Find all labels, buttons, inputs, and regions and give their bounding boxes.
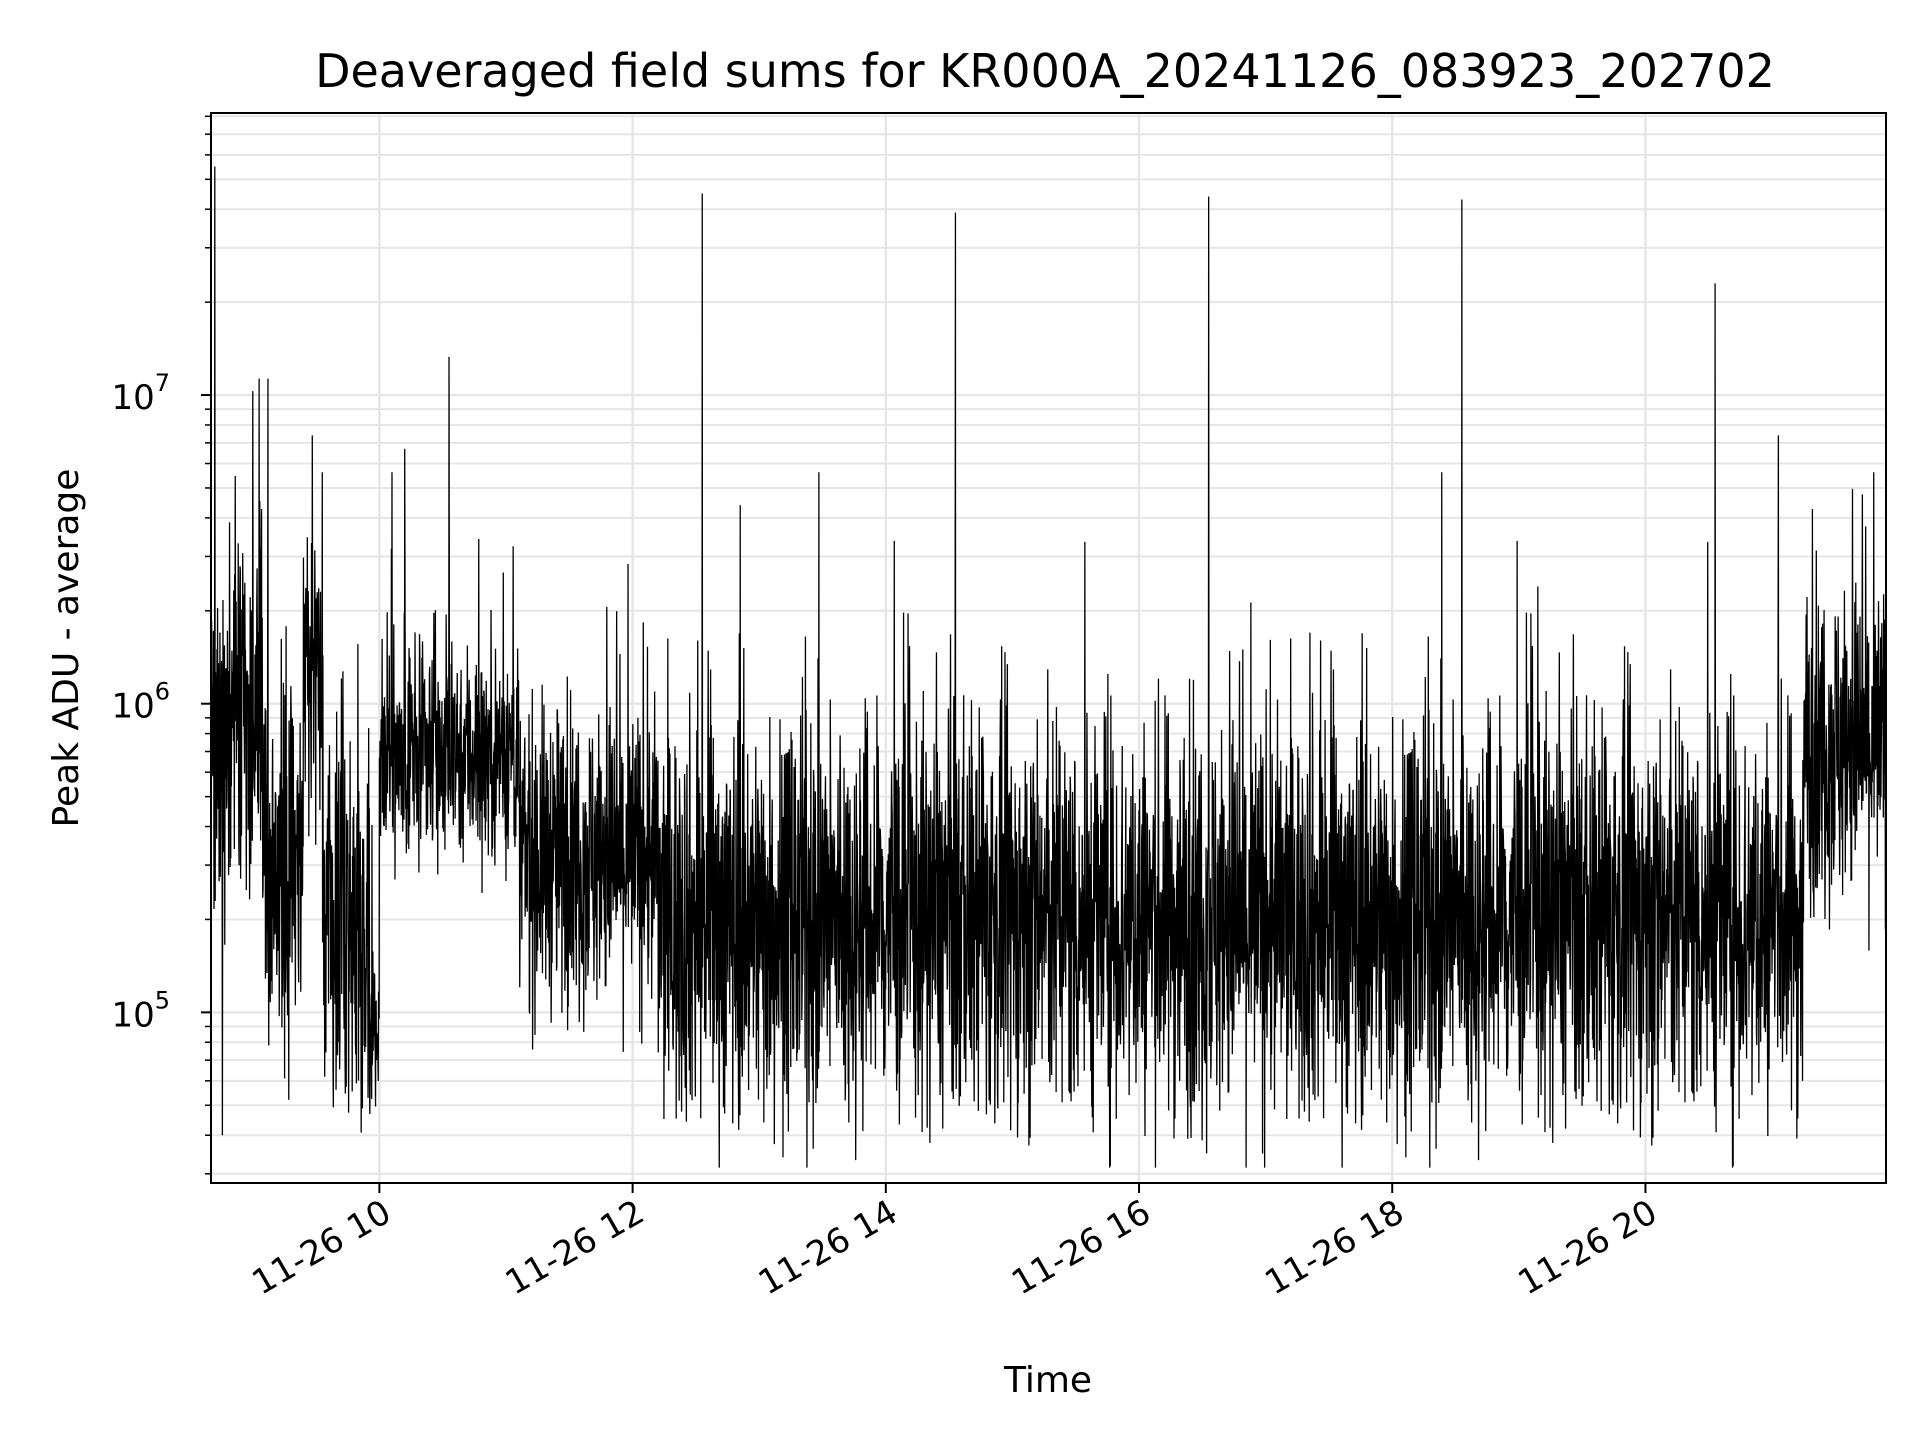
y-tick-base: 10 [111, 687, 154, 727]
chart-title: Deaveraged field sums for KR000A_2024112… [315, 44, 1775, 98]
y-axis-label: Peak ADU - average [46, 469, 87, 828]
y-tick-label: 105 [111, 986, 170, 1035]
y-tick-base: 10 [111, 995, 154, 1035]
plot-frame [210, 112, 1887, 1184]
y-tick-exponent: 7 [155, 369, 170, 397]
y-tick-base: 10 [111, 378, 154, 418]
y-tick-label: 106 [111, 678, 170, 727]
series-line [211, 166, 1886, 1168]
data-series-layer [211, 166, 1886, 1168]
y-tick-exponent: 5 [155, 986, 170, 1014]
y-tick-exponent: 6 [155, 678, 170, 706]
x-axis-label: Time [1003, 1360, 1092, 1401]
y-tick-label: 107 [111, 369, 170, 418]
